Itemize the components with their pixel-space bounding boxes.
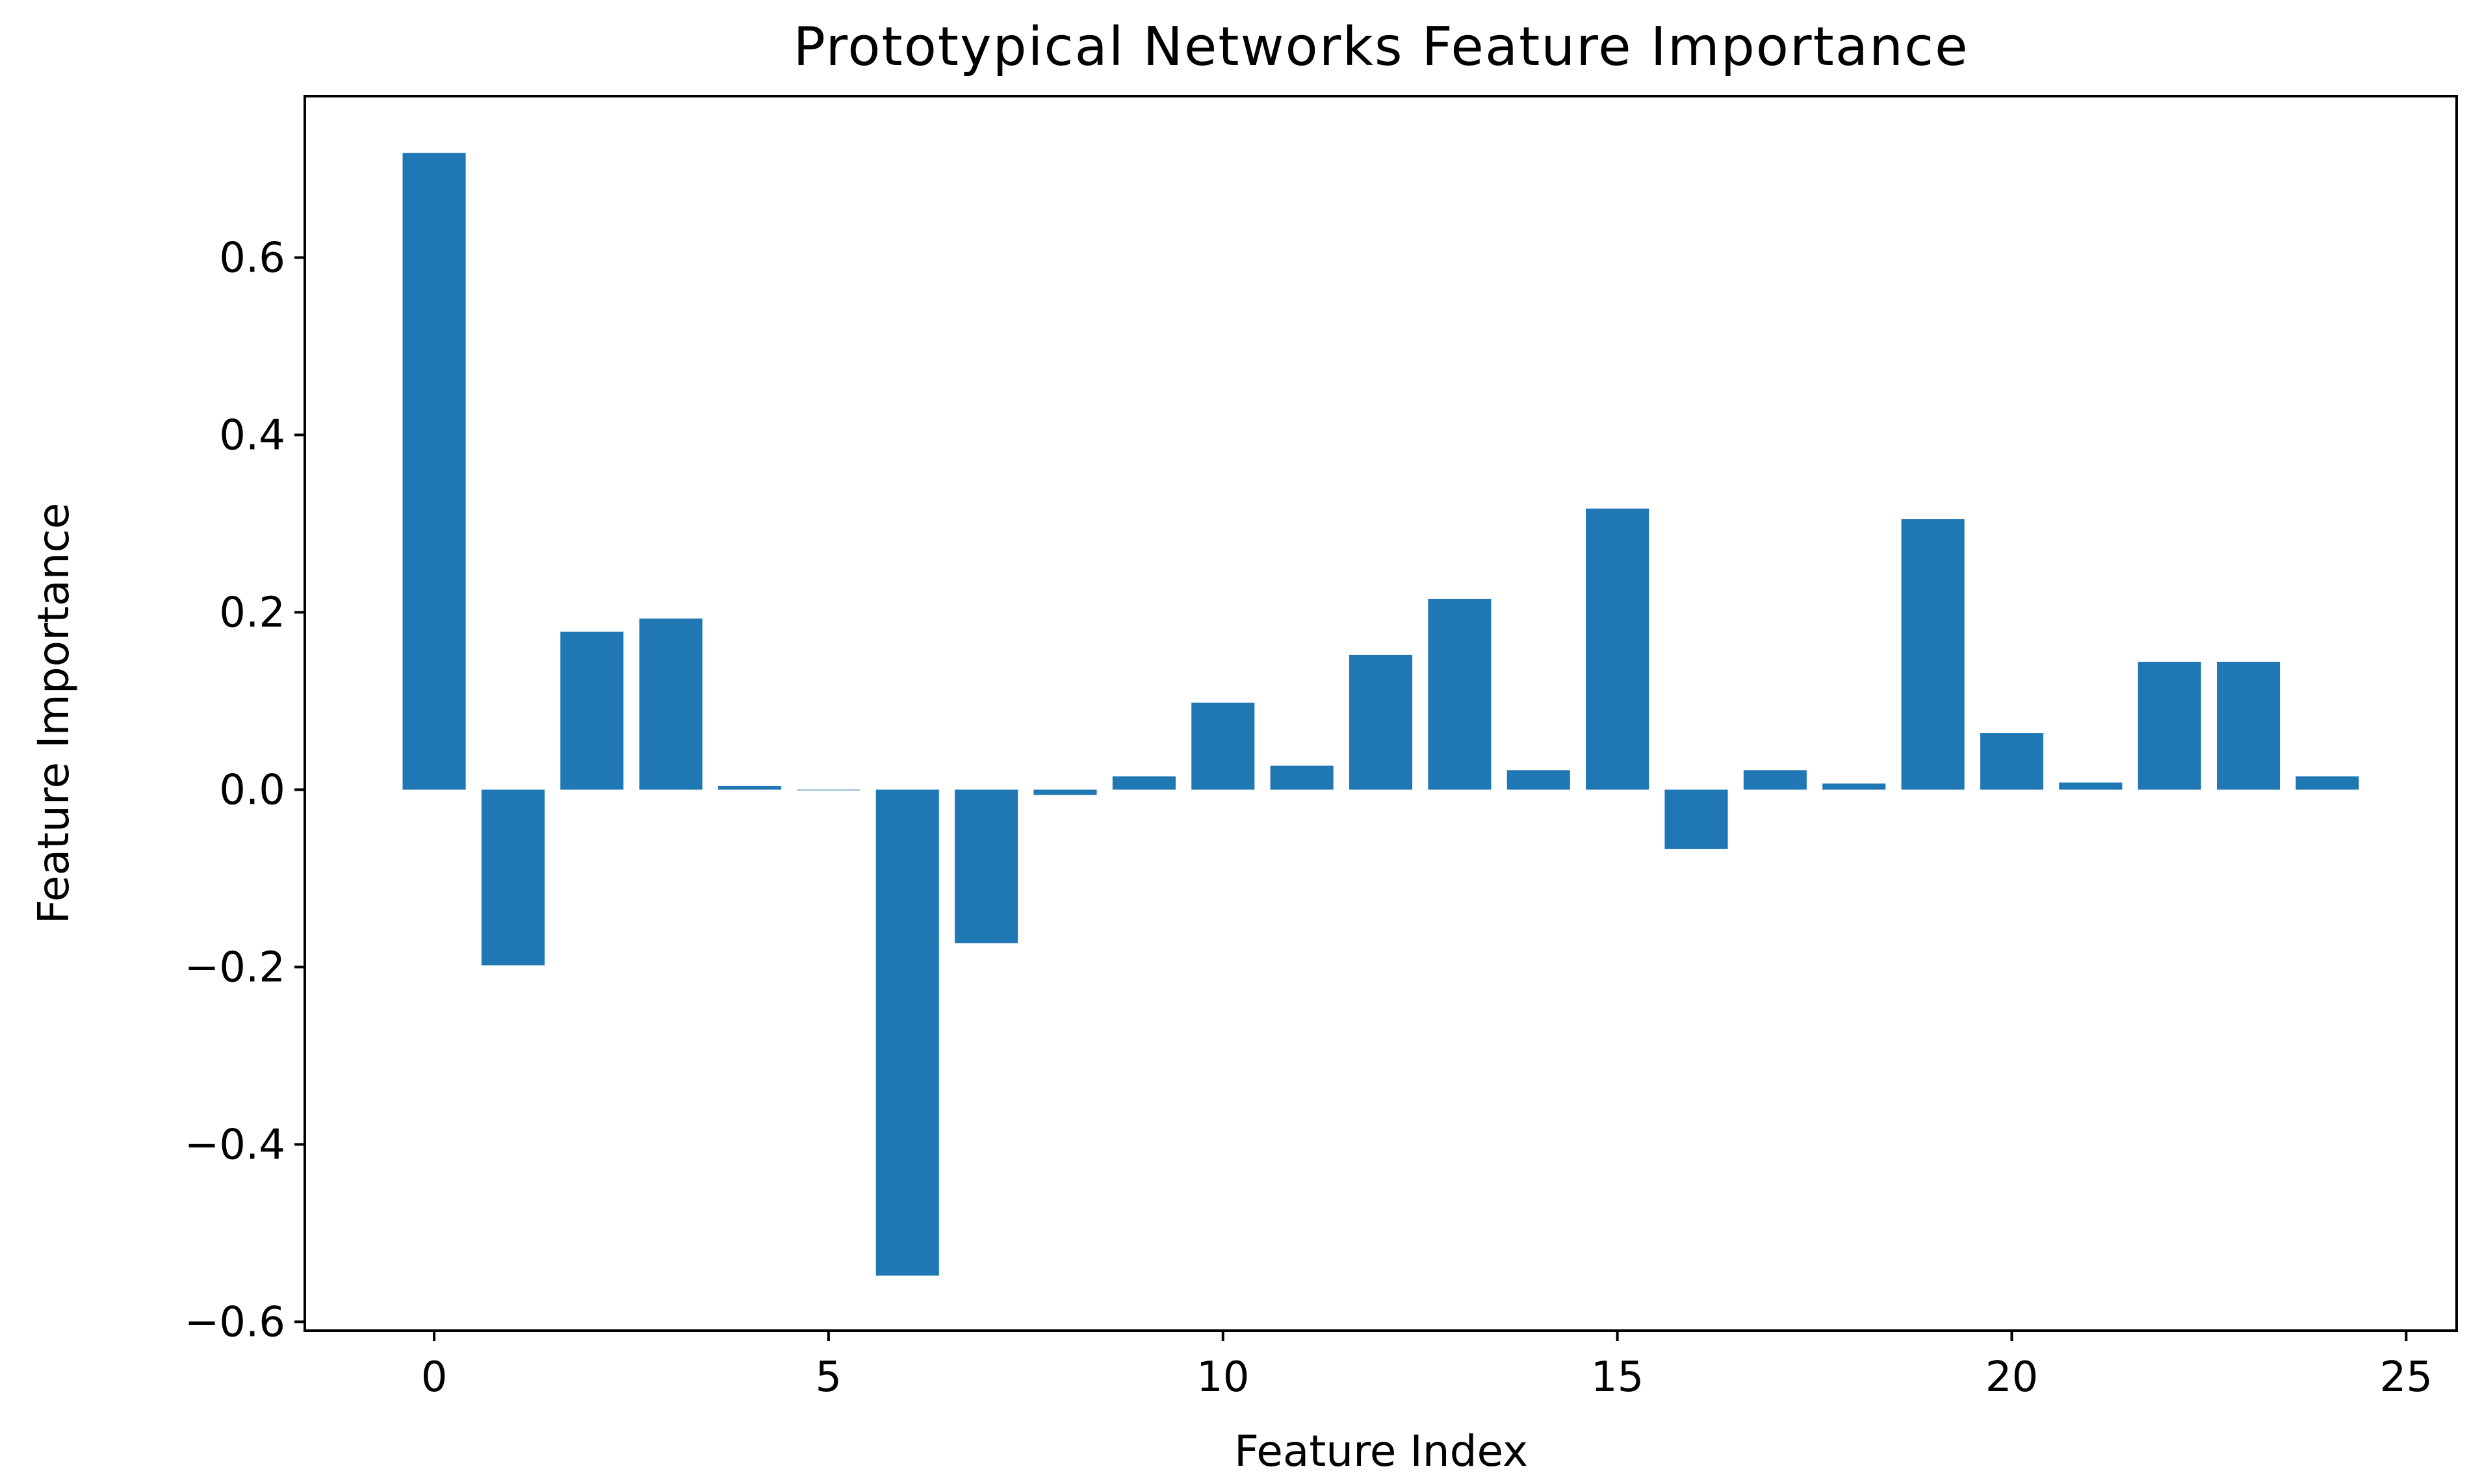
y-tick-label: 0.6 xyxy=(219,234,285,282)
bar-feature-8 xyxy=(1033,789,1097,795)
bar-feature-3 xyxy=(639,618,703,790)
x-tick-label: 0 xyxy=(421,1353,448,1401)
y-tick-label: 0.0 xyxy=(219,766,285,814)
bar-feature-23 xyxy=(2217,661,2281,790)
bar-feature-11 xyxy=(1270,765,1334,790)
y-tick-label: −0.4 xyxy=(185,1121,285,1169)
x-tick-label: 25 xyxy=(2380,1353,2433,1401)
bar-feature-5 xyxy=(797,789,860,791)
bar-feature-7 xyxy=(955,789,1018,943)
x-tick-label: 20 xyxy=(1985,1353,2038,1401)
bar-feature-9 xyxy=(1112,776,1176,790)
x-tick-label: 15 xyxy=(1591,1353,1644,1401)
bar-feature-2 xyxy=(560,632,624,790)
plot-area-frame xyxy=(304,95,2458,1332)
y-tick-label: 0.4 xyxy=(219,411,285,459)
bar-feature-4 xyxy=(717,786,782,790)
bar-feature-10 xyxy=(1191,702,1255,790)
bar-feature-14 xyxy=(1506,770,1570,790)
bar-feature-24 xyxy=(2295,776,2359,790)
bar-feature-6 xyxy=(875,789,939,1276)
bar-feature-13 xyxy=(1428,598,1492,790)
bar-feature-17 xyxy=(1743,770,1807,790)
bar-feature-22 xyxy=(2138,661,2201,790)
bar-feature-12 xyxy=(1349,654,1413,790)
bar-feature-16 xyxy=(1664,789,1728,849)
x-axis-label: Feature Index xyxy=(1234,1426,1528,1476)
bar-feature-19 xyxy=(1901,519,1965,790)
bar-feature-0 xyxy=(402,153,466,790)
bars-group xyxy=(402,153,2359,1276)
bar-feature-1 xyxy=(481,789,545,966)
x-tick-label: 5 xyxy=(816,1353,842,1401)
bar-feature-15 xyxy=(1586,508,1649,790)
y-axis-label: Feature Importance xyxy=(29,503,79,925)
bar-feature-20 xyxy=(1980,733,2044,790)
y-axis-ticks: −0.6 −0.4 −0.2 0.0 0.2 0.4 0.6 xyxy=(185,234,305,1346)
x-axis-ticks: 0 5 10 15 20 25 xyxy=(421,1331,2433,1401)
y-tick-label: −0.2 xyxy=(185,943,285,991)
y-tick-label: 0.2 xyxy=(219,589,285,637)
y-tick-label: −0.6 xyxy=(185,1298,285,1346)
bar-feature-21 xyxy=(2059,782,2123,790)
x-tick-label: 10 xyxy=(1196,1353,1249,1401)
bar-feature-18 xyxy=(1822,783,1886,790)
chart-title: Prototypical Networks Feature Importance xyxy=(793,16,1969,78)
